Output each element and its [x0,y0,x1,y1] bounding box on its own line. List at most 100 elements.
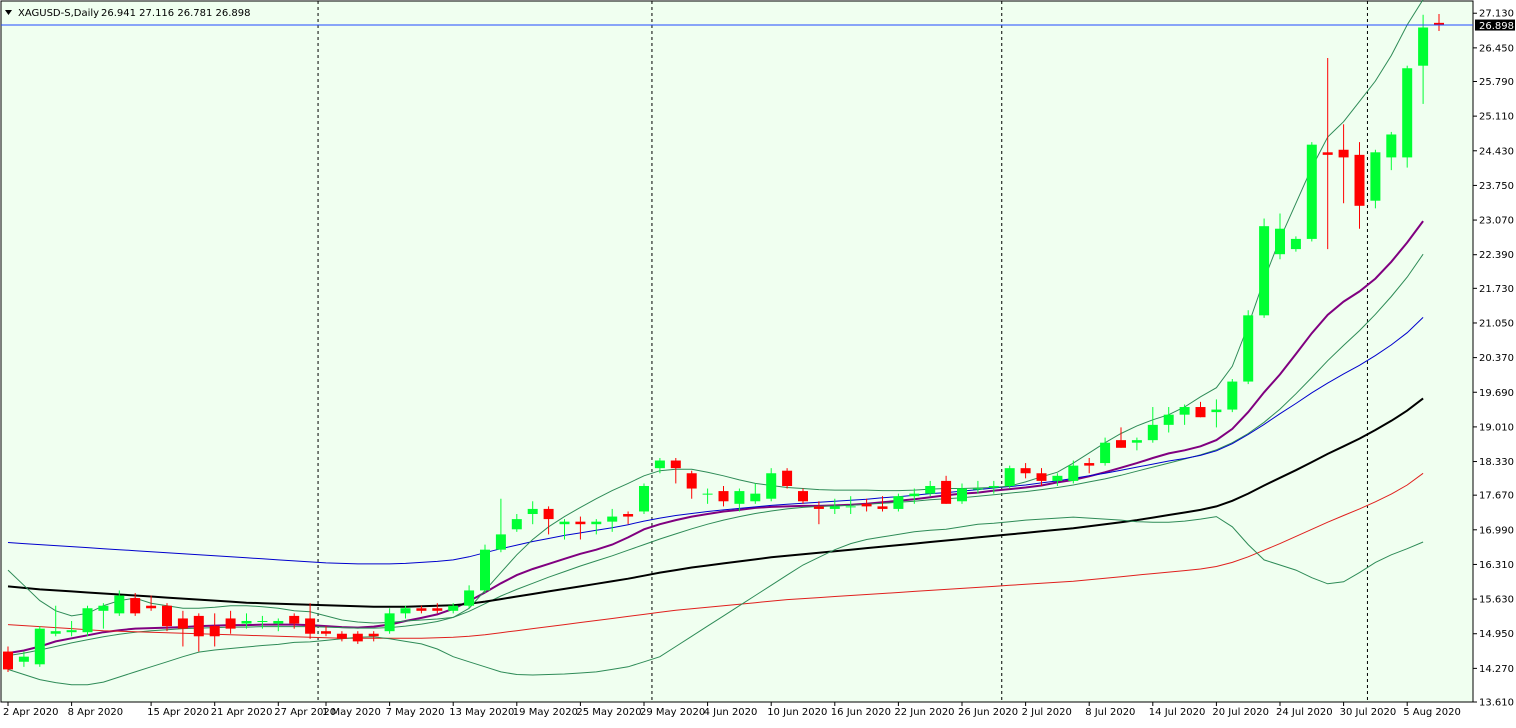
candle [972,480,983,494]
candle [209,613,220,647]
price-tick-label: 27.130 [1479,9,1514,20]
candle-body [1179,407,1190,415]
candle-body [3,651,13,670]
candle [670,457,681,484]
candle [607,508,618,532]
candle [130,592,141,616]
candle [416,605,427,614]
candle-body [368,633,379,637]
date-tick-label: 30 Jul 2020 [1340,707,1397,718]
candle [1004,465,1015,489]
candle-body [925,485,936,494]
candle-body [50,631,61,634]
candle-body [1418,27,1429,66]
candle-body [114,595,125,614]
candle [734,488,745,512]
candle-body [1068,465,1079,481]
candle-body [1275,228,1285,255]
price-tick-label: 21.730 [1479,284,1514,295]
candle [861,498,872,512]
indicator-line [7,0,1424,624]
candle-body [1290,238,1301,250]
chart-header: XAGUSD-S,Daily 26.941 27.116 26.781 26.8… [5,8,251,19]
candle-body [289,615,300,624]
candle [177,610,188,647]
candle [1259,218,1270,318]
candle-body [1338,149,1349,158]
date-tick-label: 22 Jun 2020 [894,707,954,718]
candle-body [798,491,808,502]
candle [273,618,284,632]
candle [686,470,697,499]
candle [829,498,840,515]
date-tick-label: 27 Apr 2020 [274,707,336,718]
price-tick-label: 14.270 [1479,664,1514,675]
indicator-line [7,516,1424,686]
candle-body [34,628,45,665]
plot-area[interactable] [0,0,1474,703]
candle-body [813,506,824,509]
price-tick-label: 26.450 [1479,43,1514,54]
indicator-line [7,220,1424,655]
candle-body [352,633,363,642]
candle [1179,404,1190,425]
candle-body [607,516,618,522]
candle [3,646,13,672]
price-axis: 27.130 26.450 25.790 25.110 24.430 23.750 23.0… [1473,9,1514,709]
candle [639,483,649,515]
candle-body [1004,468,1015,486]
candle [432,603,443,614]
candle [1434,13,1444,32]
candle-body [432,608,443,611]
candle [464,585,475,609]
candle [400,605,411,619]
candle [1370,149,1381,209]
candle-body [66,630,77,633]
indicator-line [7,397,1424,608]
candle-body [1306,144,1317,239]
candle [623,511,634,525]
date-tick-label: 29 May 2020 [640,707,705,718]
candle [1402,65,1413,168]
date-tick-label: 7 May 2020 [386,707,445,718]
candle [527,501,538,525]
price-tick-label: 23.750 [1479,181,1514,192]
candle-body [559,521,570,525]
date-tick-label: 2 Apr 2020 [3,707,58,718]
candle-body [639,485,649,512]
candle-body [146,605,157,609]
candle [591,519,602,535]
candle [575,516,586,540]
candle [448,603,459,614]
candle-body [1402,68,1413,158]
candle-body [1227,381,1238,410]
candle-body [321,631,331,634]
candle-body [829,506,840,509]
price-tick-label: 13.610 [1479,698,1514,709]
date-tick-label: 13 May 2020 [449,707,514,718]
candle-body [1259,226,1270,316]
date-tick-label: 8 Apr 2020 [68,707,123,718]
collapse-triangle-icon[interactable] [5,10,12,15]
candle [352,631,363,644]
candle-body [782,470,793,486]
candle-body [1036,473,1047,481]
date-tick-label: 16 Jun 2020 [831,707,891,718]
candle-body [416,608,427,611]
candle [384,608,395,634]
indicator-line [7,317,1424,565]
candle-body [527,508,538,515]
date-tick-label: 24 Jul 2020 [1276,707,1333,718]
candle [241,613,252,629]
candle-body [193,615,204,637]
indicator-line [7,472,1424,639]
candle-body [543,508,554,520]
candle-body [18,656,29,662]
candle-body [845,506,856,508]
candle [1211,399,1222,428]
candle [893,493,904,512]
candle-body [750,493,761,502]
candles [3,13,1444,672]
